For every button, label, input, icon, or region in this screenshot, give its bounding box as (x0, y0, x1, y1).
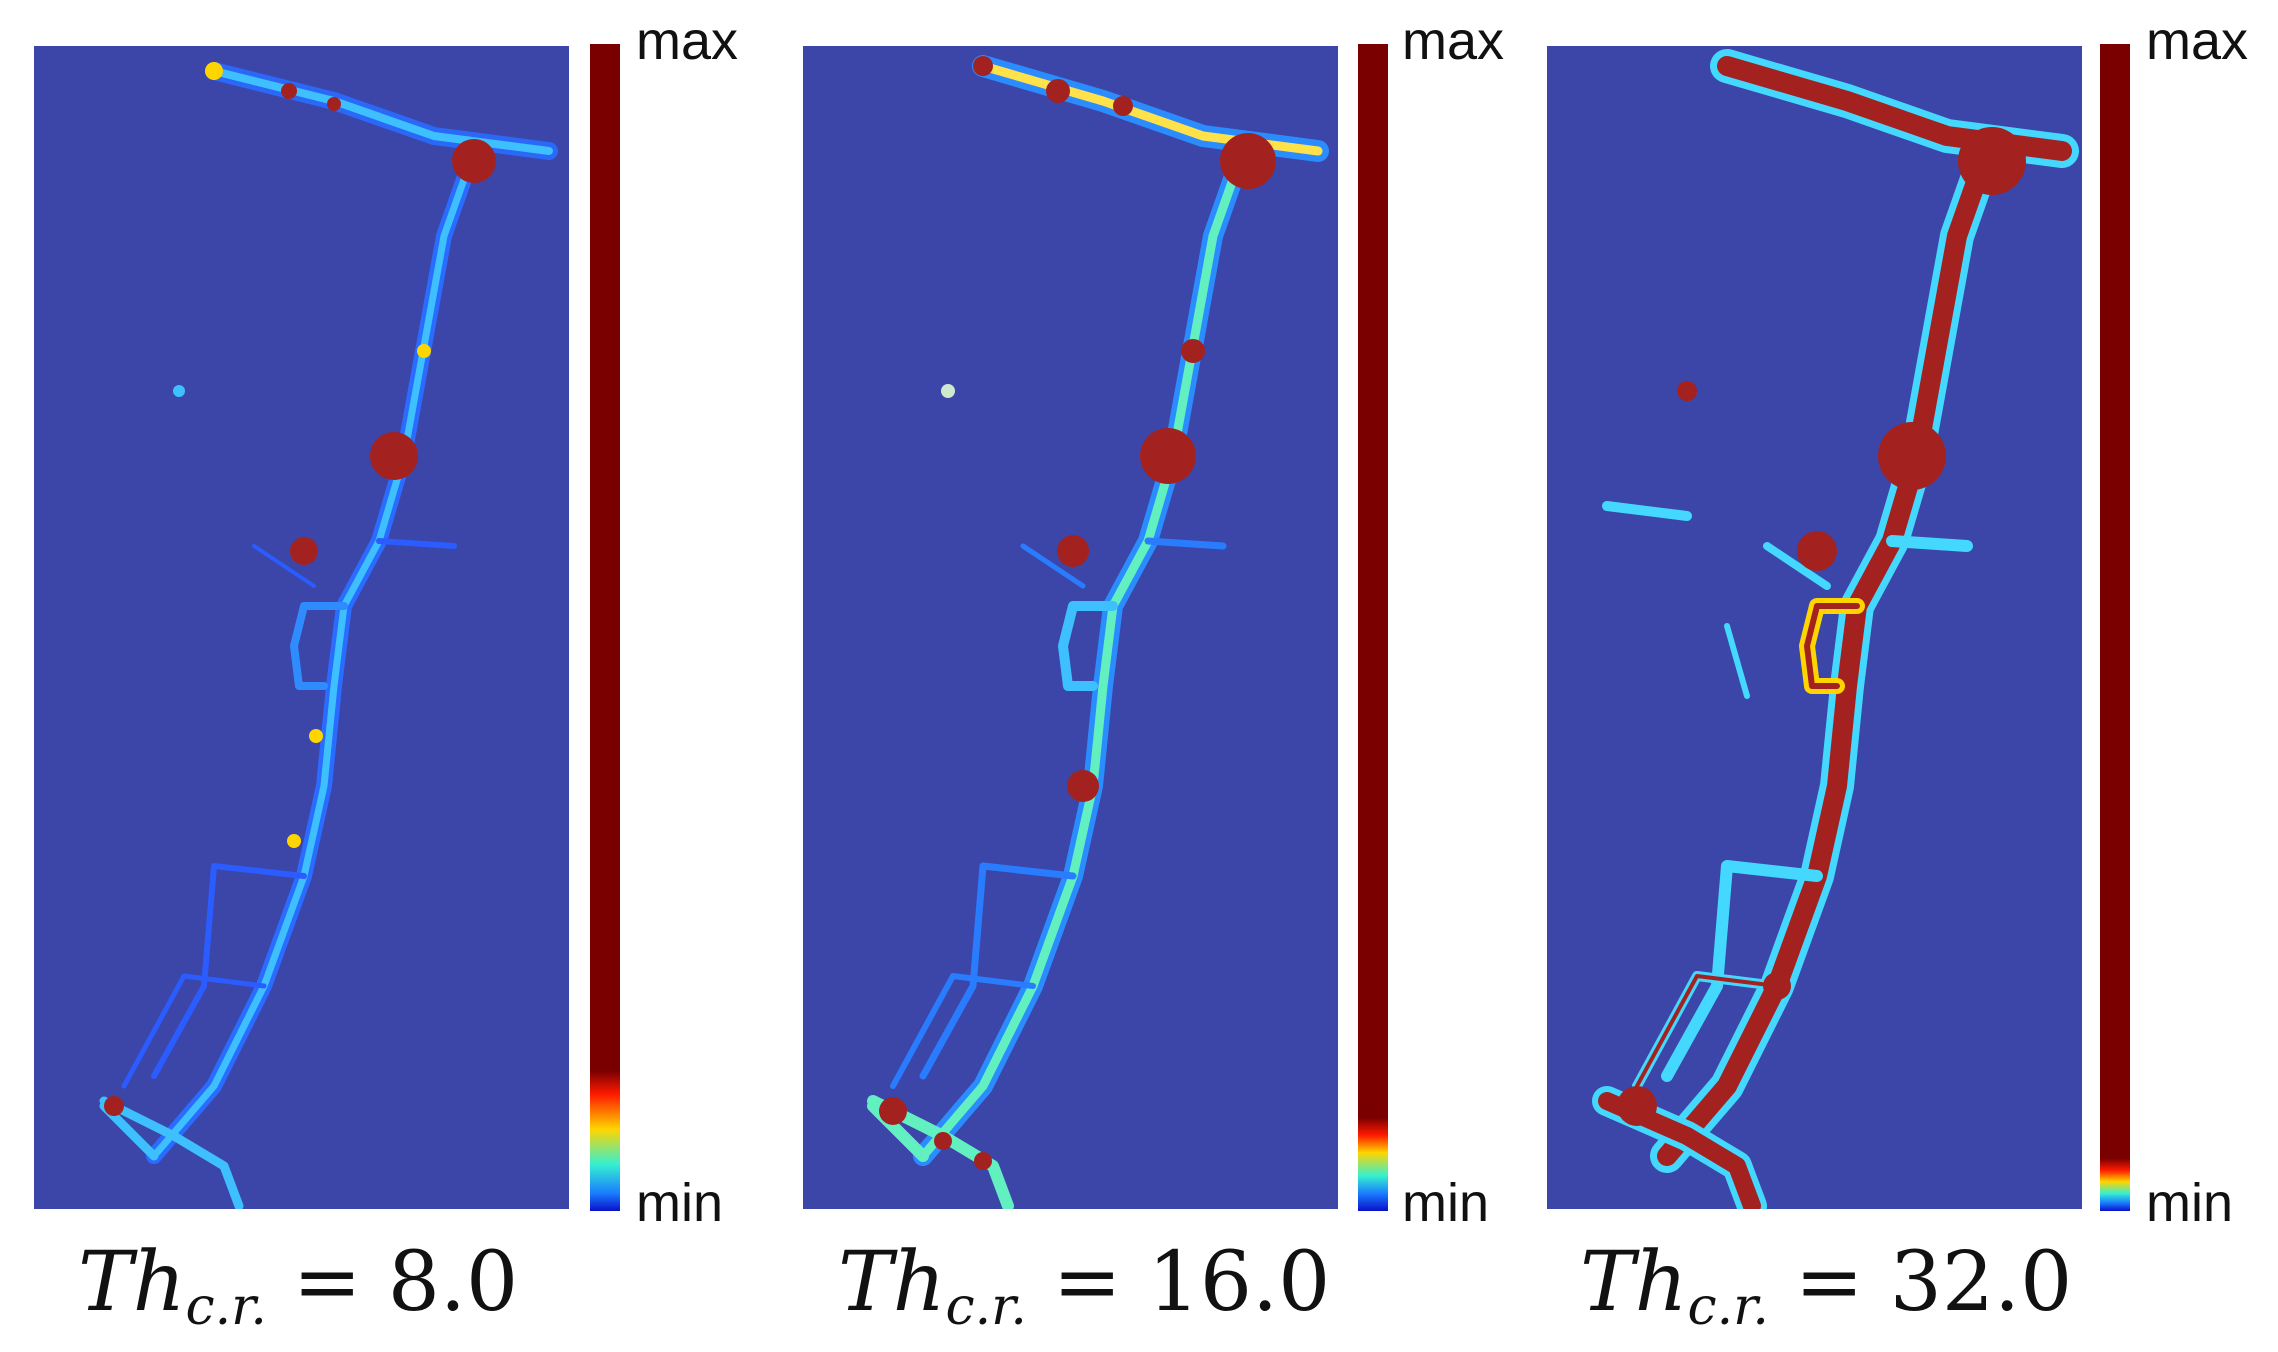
threshold-subscript: c.r. (945, 1277, 1027, 1337)
threshold-caption-2: Thc.r. = 16.0 (838, 1235, 1330, 1337)
heatmap-image-2 (803, 46, 1338, 1209)
colorbar-1 (590, 44, 620, 1211)
threshold-caption-3: Thc.r. = 32.0 (1580, 1235, 2072, 1337)
route-heatmap-1 (99, 62, 558, 1209)
threshold-value: 32.0 (1889, 1235, 2073, 1330)
heatmap-image-3 (1547, 46, 2082, 1209)
equals-sign: = (292, 1235, 362, 1330)
threshold-value: 8.0 (387, 1235, 519, 1330)
threshold-value: 16.0 (1147, 1235, 1331, 1330)
colorbar-max-label: max (2146, 11, 2249, 71)
colorbar-min-label: min (1402, 1173, 1490, 1233)
colorbar-max-label: max (1402, 11, 1505, 71)
equals-sign: = (1794, 1235, 1864, 1330)
threshold-caption-1: Thc.r. = 8.0 (78, 1235, 518, 1337)
colorbar-3 (2100, 44, 2130, 1211)
threshold-symbol: Th (1580, 1235, 1688, 1330)
route-heatmap-3 (1592, 49, 2079, 1209)
colorbar-2 (1358, 44, 1388, 1211)
colorbar-max-label: max (636, 11, 739, 71)
route-heatmap-2 (867, 55, 1329, 1209)
heatmap-image-1 (34, 46, 569, 1209)
threshold-symbol: Th (838, 1235, 946, 1330)
threshold-symbol: Th (78, 1235, 186, 1330)
threshold-subscript: c.r. (1687, 1277, 1769, 1337)
colorbar-min-label: min (636, 1173, 724, 1233)
threshold-subscript: c.r. (185, 1277, 267, 1337)
equals-sign: = (1052, 1235, 1122, 1330)
colorbar-min-label: min (2146, 1173, 2234, 1233)
